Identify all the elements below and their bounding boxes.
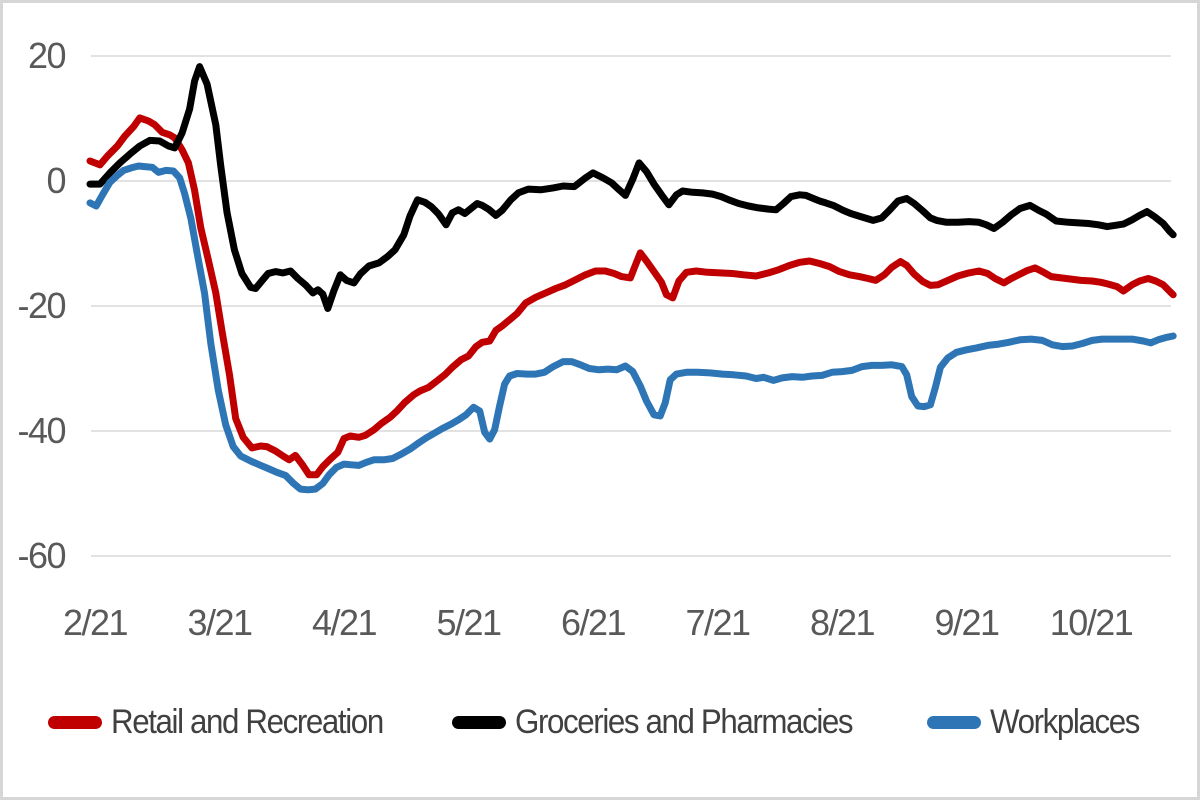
series-line-workplaces bbox=[86, 162, 1177, 494]
series-line-retail-and-recreation bbox=[86, 114, 1177, 479]
line-chart-plot: 20 0 -20 -40 -60 2/21 3/21 4/21 5/21 6/21 7/21 8/21… bbox=[17, 35, 1177, 643]
y-tick-label: 0 bbox=[46, 160, 65, 201]
groceries-and-pharmacies-swatch-icon bbox=[451, 716, 506, 729]
x-tick-label: 8/21 bbox=[810, 602, 875, 643]
x-tick-label: 6/21 bbox=[561, 602, 626, 643]
y-tick-label: -60 bbox=[17, 535, 65, 576]
legend-label-workplaces: Workplaces bbox=[990, 703, 1140, 741]
legend-label-groceries-and-pharmacies: Groceries and Pharmacies bbox=[514, 703, 854, 741]
x-tick-label: 7/21 bbox=[685, 602, 750, 643]
chart-legend: Retail and Recreation Groceries and Phar… bbox=[3, 703, 1197, 742]
y-tick-label: -40 bbox=[17, 410, 65, 451]
series-line-groceries-and-pharmacies bbox=[86, 63, 1177, 312]
y-tick-label: -20 bbox=[17, 285, 65, 326]
y-tick-label: 20 bbox=[28, 35, 66, 76]
x-tick-label: 2/21 bbox=[63, 602, 128, 643]
x-tick-label: 9/21 bbox=[934, 602, 999, 643]
x-tick-label: 4/21 bbox=[312, 602, 377, 643]
x-tick-label: 10/21 bbox=[1050, 602, 1133, 643]
workplaces-swatch-icon bbox=[927, 716, 982, 729]
legend-item-workplaces: Workplaces bbox=[927, 703, 1152, 742]
x-tick-label: 3/21 bbox=[187, 602, 252, 643]
retail-and-recreation-swatch-icon bbox=[47, 716, 102, 729]
legend-item-groceries-and-pharmacies: Groceries and Pharmacies bbox=[451, 703, 882, 742]
legend-label-retail-and-recreation: Retail and Recreation bbox=[110, 703, 384, 741]
x-tick-label: 5/21 bbox=[436, 602, 501, 643]
legend-item-retail-and-recreation: Retail and Recreation bbox=[47, 703, 406, 742]
